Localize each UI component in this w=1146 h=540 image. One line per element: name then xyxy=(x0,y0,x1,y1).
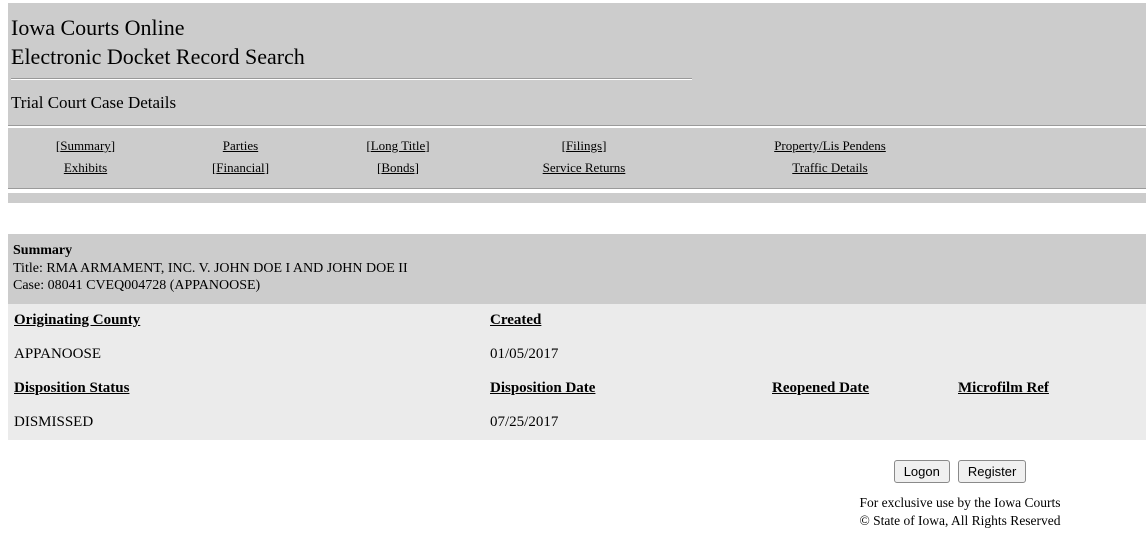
case-title: Title: RMA ARMAMENT, INC. V. JOHN DOE I … xyxy=(13,260,408,276)
col-header-microfilm-ref: Microfilm Ref xyxy=(958,379,1049,396)
separator-top xyxy=(8,125,1146,128)
nav-item-parties: Parties xyxy=(163,135,318,157)
nav-link-service-returns[interactable]: Service Returns xyxy=(542,160,626,175)
disposition-status-value: DISMISSED xyxy=(14,413,94,430)
table-row: APPANOOSE 01/05/2017 xyxy=(8,338,1146,372)
nav-table: [Summary] Parties [Long Title] [Filings]… xyxy=(8,135,970,179)
nav-item-property-lis-pendens: Property/Lis Pendens xyxy=(690,135,970,157)
nav-item-exhibits: Exhibits xyxy=(8,157,163,179)
col-header-disposition-date: Disposition Date xyxy=(490,379,596,396)
bracket-open: [ xyxy=(561,138,566,153)
bracket-close: ] xyxy=(264,160,270,175)
nav-link-summary[interactable]: Summary xyxy=(60,138,111,153)
separator-bottom xyxy=(8,188,1146,191)
bracket-close: ] xyxy=(414,160,419,175)
nav-item-financial: [Financial] xyxy=(163,157,318,179)
actions: Logon Register xyxy=(774,459,1146,483)
disposition-date-value: 07/25/2017 xyxy=(490,413,559,430)
summary-panel: Summary Title: RMA ARMAMENT, INC. V. JOH… xyxy=(8,234,1146,304)
gray-band xyxy=(8,193,1146,203)
nav-item-summary: [Summary] xyxy=(8,135,163,157)
nav-item-long-title: [Long Title] xyxy=(318,135,478,157)
nav-link-exhibits[interactable]: Exhibits xyxy=(63,160,108,175)
site-title-line2: Electronic Docket Record Search xyxy=(11,44,305,69)
footer: For exclusive use by the Iowa Courts © S… xyxy=(774,494,1146,540)
bracket-close: ] xyxy=(602,138,607,153)
footer-line2: © State of Iowa, All Rights Reserved xyxy=(859,512,1061,528)
empty-cell xyxy=(952,406,1146,440)
nav-row-2: Exhibits [Financial] [Bonds] Service Ret… xyxy=(8,157,970,179)
case-nav: [Summary] Parties [Long Title] [Filings]… xyxy=(8,128,1146,188)
case-number: Case: 08041 CVEQ004728 (APPANOOSE) xyxy=(13,278,261,293)
nav-link-financial[interactable]: Financial xyxy=(216,160,265,175)
nav-link-long-title[interactable]: Long Title xyxy=(370,138,426,153)
register-button[interactable]: Register xyxy=(957,459,1027,483)
col-header-disposition-status: Disposition Status xyxy=(14,379,130,396)
bracket-close: ] xyxy=(110,138,116,153)
bracket-open: [ xyxy=(377,160,382,175)
col-header-originating-county: Originating County xyxy=(14,311,141,328)
summary-heading: Summary xyxy=(13,243,73,258)
empty-cell xyxy=(766,406,952,440)
col-header-reopened-date: Reopened Date xyxy=(772,379,870,396)
originating-county-value: APPANOOSE xyxy=(14,345,101,362)
bracket-open: [ xyxy=(366,138,371,153)
site-title-line1: Iowa Courts Online xyxy=(11,15,185,40)
bracket-open: [ xyxy=(211,160,217,175)
nav-item-bonds: [Bonds] xyxy=(318,157,478,179)
empty-cell xyxy=(766,304,952,338)
bracket-close: ] xyxy=(425,138,430,153)
page-title: Trial Court Case Details xyxy=(11,93,177,112)
bracket-open: [ xyxy=(55,138,61,153)
nav-item-traffic-details: Traffic Details xyxy=(690,157,970,179)
created-value: 01/05/2017 xyxy=(490,345,559,362)
site-title: Iowa Courts Online Electronic Docket Rec… xyxy=(11,13,1146,71)
nav-item-service-returns: Service Returns xyxy=(478,157,690,179)
col-header-created: Created xyxy=(490,311,542,328)
nav-link-property-lis-pendens[interactable]: Property/Lis Pendens xyxy=(774,138,886,153)
empty-cell xyxy=(952,338,1146,372)
logon-button[interactable]: Logon xyxy=(893,459,950,483)
table-row: DISMISSED 07/25/2017 xyxy=(8,406,1146,440)
nav-link-parties[interactable]: Parties xyxy=(222,138,259,153)
case-details-panel: Originating County Created APPANOOSE 01/… xyxy=(8,303,1146,440)
nav-row-1: [Summary] Parties [Long Title] [Filings]… xyxy=(8,135,970,157)
footer-line1: For exclusive use by the Iowa Courts xyxy=(859,494,1061,510)
page: Iowa Courts Online Electronic Docket Rec… xyxy=(8,3,1146,540)
table-header-row: Originating County Created xyxy=(8,304,1146,338)
empty-cell xyxy=(766,338,952,372)
empty-cell xyxy=(952,304,1146,338)
nav-item-filings: [Filings] xyxy=(478,135,690,157)
nav-link-filings[interactable]: Filings xyxy=(565,138,603,153)
case-details-table: Originating County Created APPANOOSE 01/… xyxy=(8,304,1146,440)
nav-link-traffic-details[interactable]: Traffic Details xyxy=(792,160,868,175)
masthead: Iowa Courts Online Electronic Docket Rec… xyxy=(8,3,1146,125)
title-rule xyxy=(11,78,692,80)
nav-link-bonds[interactable]: Bonds xyxy=(381,160,415,175)
table-header-row: Disposition Status Disposition Date Reop… xyxy=(8,372,1146,406)
